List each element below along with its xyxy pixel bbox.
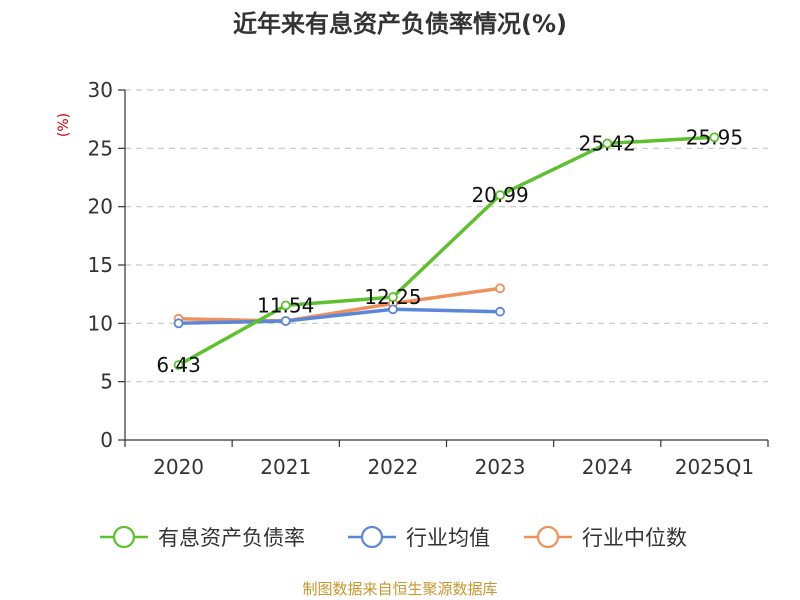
- series-line: [178, 286, 501, 323]
- data-point: [709, 132, 720, 143]
- y-tick-label: 5: [100, 370, 113, 394]
- data-point: [388, 292, 398, 302]
- data-source-note: 制图数据来自恒生聚源数据库: [302, 580, 498, 598]
- x-tick-label: 2020: [153, 455, 204, 479]
- data-point: [280, 300, 291, 311]
- legend-swatch-marker: [112, 525, 136, 549]
- y-tick-label: 30: [88, 78, 113, 102]
- y-tick-label: 15: [88, 253, 113, 277]
- data-label: 12.25: [364, 285, 421, 309]
- y-tick-label: 10: [88, 311, 113, 335]
- data-point: [280, 316, 291, 326]
- x-tick-labels: 2020 2021 2022 2023 2024 2025Q1: [153, 455, 754, 479]
- data-point: [495, 306, 505, 317]
- legend-label: 有息资产负债率: [158, 526, 305, 550]
- x-tick-label: 2025Q1: [675, 455, 754, 479]
- series-line: [178, 307, 501, 326]
- data-point: [495, 283, 505, 294]
- y-tick-label: 20: [88, 195, 113, 219]
- legend: 有息资产负债率 行业均值 行业中位数: [100, 525, 687, 550]
- grid-lines: [125, 89, 768, 383]
- x-tick-label: 2024: [582, 455, 633, 479]
- data-point: [173, 360, 184, 370]
- data-point: [602, 138, 613, 149]
- legend-label: 行业中位数: [582, 526, 687, 550]
- y-tick-label: 0: [100, 428, 113, 452]
- legend-swatch-marker: [536, 525, 560, 549]
- x-tick-label: 2021: [260, 455, 311, 479]
- data-label: 6.43: [156, 353, 201, 377]
- chart-title: 近年来有息资产负债率情况(%): [233, 10, 567, 38]
- legend-swatch-marker: [360, 525, 384, 549]
- legend-label: 行业均值: [406, 526, 490, 550]
- x-tick-label: 2022: [367, 455, 418, 479]
- y-tick-label: 25: [88, 136, 113, 160]
- data-label: 20.99: [471, 183, 528, 207]
- y-tick-labels: 0 5 10 15 20 25 30: [88, 78, 113, 452]
- data-point: [173, 318, 184, 329]
- series-line: [177, 135, 715, 367]
- axes: [118, 89, 769, 447]
- y-axis-unit-label: (%): [56, 113, 72, 137]
- data-label: 11.54: [257, 293, 314, 317]
- data-labels: 6.43 11.54 12.25 20.99 25.42 25.95: [156, 125, 743, 377]
- series-lines: [173, 132, 720, 370]
- data-point: [388, 304, 398, 315]
- data-label: 25.95: [686, 125, 743, 149]
- data-point: [495, 190, 505, 201]
- x-tick-label: 2023: [475, 455, 526, 479]
- data-label: 25.42: [579, 131, 636, 155]
